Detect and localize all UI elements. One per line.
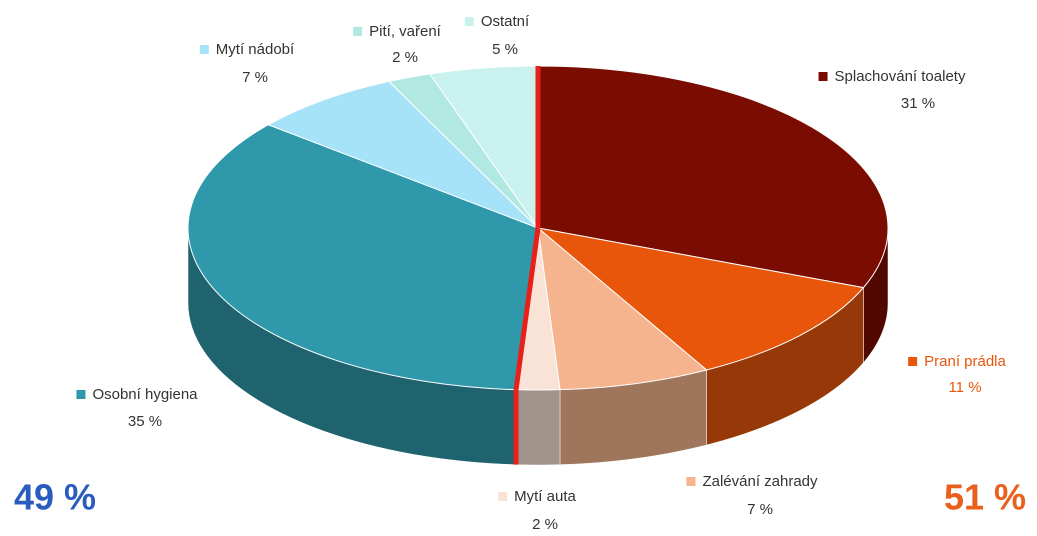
legend-swatch (199, 45, 209, 54)
annotation: 51 % (944, 477, 1026, 518)
slice-label: Pití, vaření (369, 23, 442, 40)
pie-slice (537, 226, 708, 391)
pie-tops (187, 65, 889, 391)
legend-swatch (818, 72, 828, 81)
slice-label: Zalévání zahrady (702, 473, 818, 490)
slice-label: Osobní hygiena (92, 386, 198, 403)
legend-swatch (686, 477, 696, 486)
separator (513, 227, 541, 391)
pie-slice (537, 65, 889, 289)
legend-swatch (353, 27, 363, 36)
legend-swatch (498, 492, 508, 501)
value-label: 31 % (901, 95, 935, 112)
value-label: 2 % (532, 516, 558, 533)
pie-sides (187, 227, 889, 466)
value-label: 5 % (492, 41, 518, 58)
slice-label: Praní prádla (924, 353, 1006, 370)
pie-slice (267, 80, 539, 229)
value-label: 11 % (948, 379, 981, 396)
pie-slice (187, 124, 539, 391)
value-label: 2 % (392, 49, 418, 66)
legend-swatch (464, 17, 474, 26)
value-label: 35 % (128, 413, 162, 430)
pie-side (515, 389, 561, 466)
slice-label: Splachování toalety (835, 68, 966, 85)
pie-slice (536, 227, 865, 371)
annotation: 49 % (14, 477, 96, 518)
legend-swatch (908, 357, 918, 366)
slice-label: Mytí nádobí (216, 41, 295, 58)
value-label: 7 % (242, 69, 268, 86)
slice-label: Mytí auta (514, 488, 576, 505)
slice-label: Ostatní (481, 13, 530, 30)
value-label: 7 % (747, 501, 773, 518)
legend-swatch (76, 390, 86, 399)
